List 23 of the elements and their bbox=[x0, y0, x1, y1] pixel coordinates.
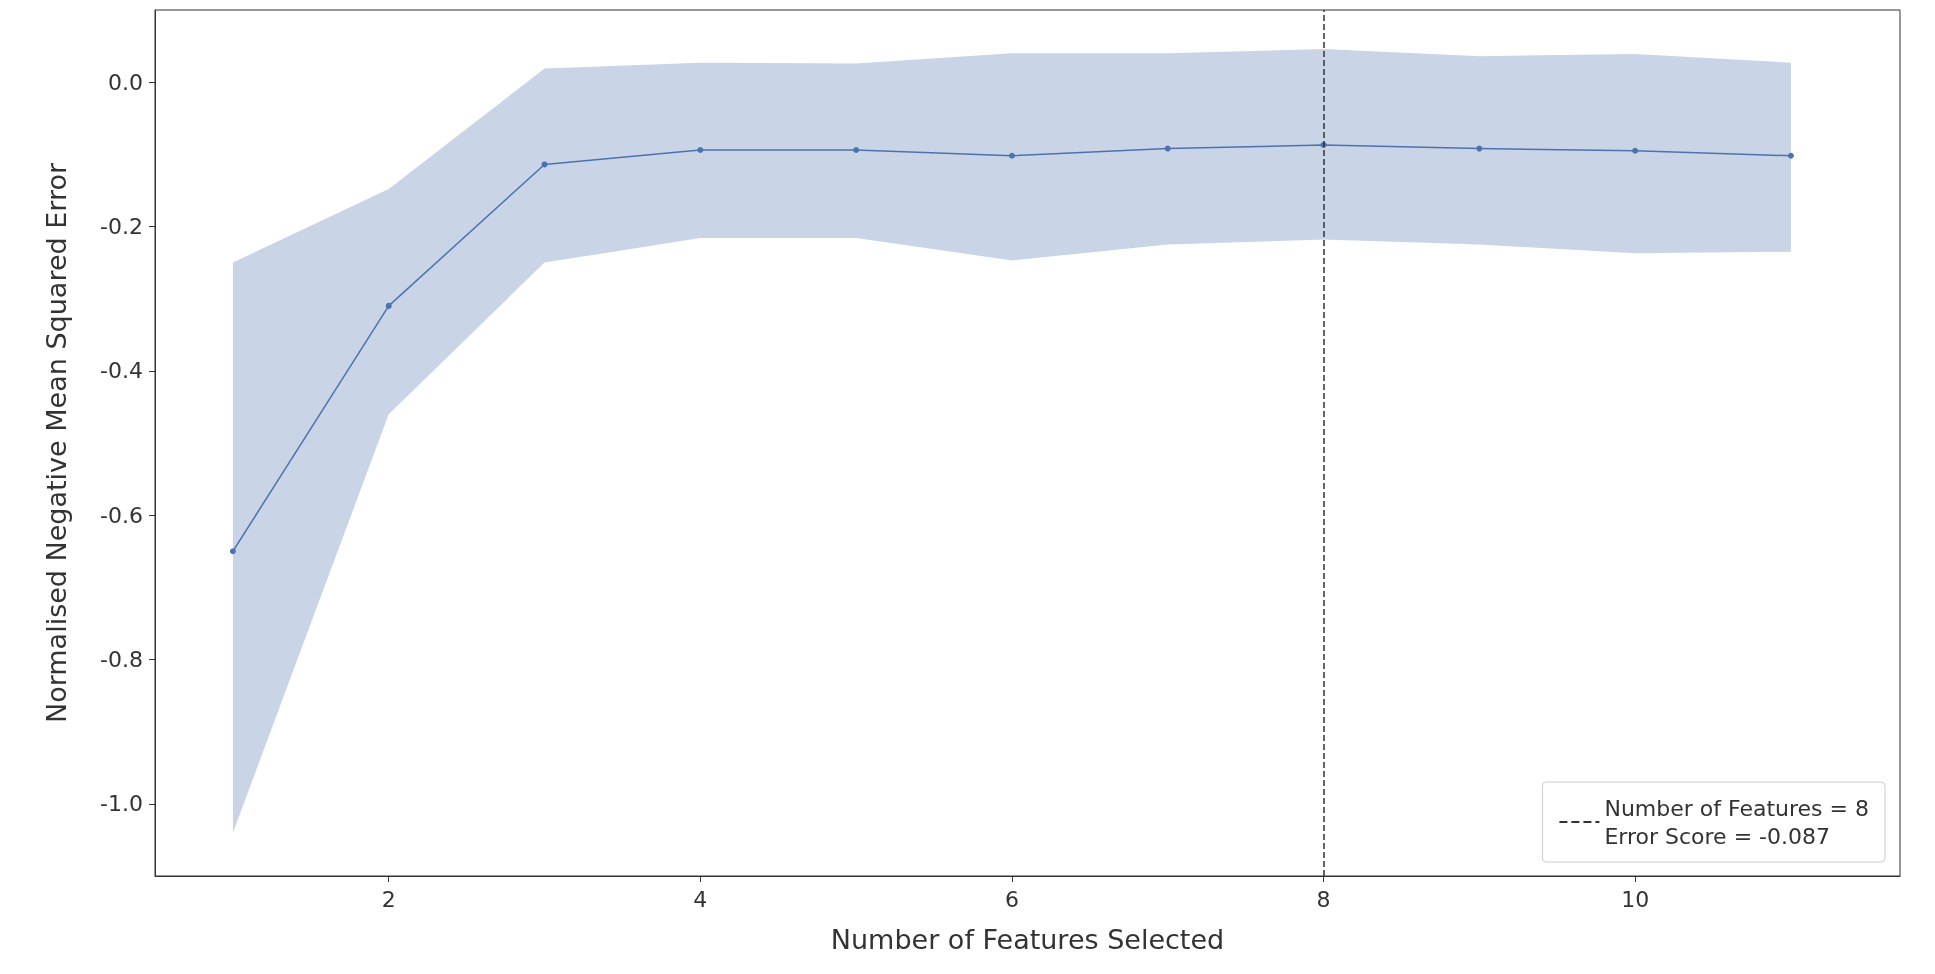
point bbox=[1476, 145, 1483, 152]
y-tick-label: 0.0 bbox=[108, 69, 143, 95]
point bbox=[541, 161, 548, 168]
ref-line-label: Number of Features = 8 Error Score = -0.087 bbox=[1604, 795, 1870, 849]
point bbox=[385, 302, 392, 309]
point bbox=[853, 147, 860, 153]
x-tick-label: 10 bbox=[1621, 886, 1650, 912]
point bbox=[1632, 147, 1639, 154]
x-tick-label: 8 bbox=[1316, 886, 1331, 912]
point bbox=[229, 548, 236, 555]
y-tick-label: -0.8 bbox=[100, 647, 143, 672]
x-axis-title: Number of Features Selected bbox=[830, 924, 1225, 955]
y-tick-label: -0.4 bbox=[100, 358, 143, 384]
point bbox=[697, 147, 704, 153]
x-tick-label: 2 bbox=[381, 886, 396, 912]
y-tick-label: -1.0 bbox=[100, 791, 143, 817]
x-tick-label: 6 bbox=[1004, 886, 1019, 912]
point bbox=[1008, 152, 1015, 159]
point bbox=[1787, 152, 1794, 159]
x-tick-label: 4 bbox=[693, 886, 708, 912]
y-tick-label: -0.2 bbox=[100, 214, 143, 239]
y-tick-label: -0.6 bbox=[100, 502, 143, 528]
y-axis-title: Normalised Negative Mean Squared Error bbox=[41, 162, 72, 724]
